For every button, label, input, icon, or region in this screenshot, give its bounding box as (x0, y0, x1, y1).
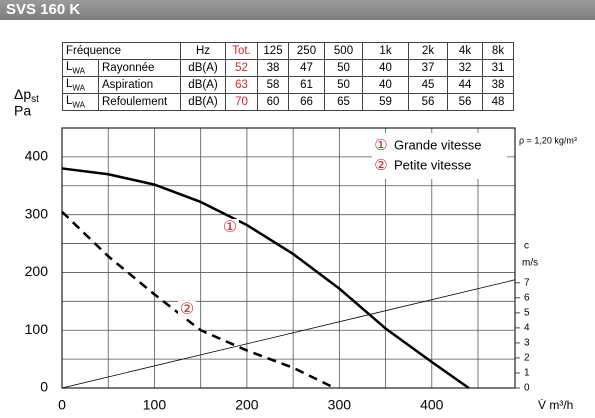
y2-tick-label: 3 (524, 338, 530, 349)
row-label-sub: WA (72, 83, 85, 93)
y2-tick-label: 1 (524, 368, 530, 379)
header-title: SVS 160 K (0, 0, 595, 20)
row-band: 66 (288, 93, 325, 111)
y2-unit: m/s (522, 258, 538, 269)
curve-label-bg (178, 301, 196, 319)
y-tick-label: 300 (25, 205, 49, 221)
row-name: Refoulement (98, 93, 181, 111)
table-row: LWA Aspiration dB(A) 63 58 61 50 40 45 44 38 (62, 76, 514, 94)
row-label: LWA (62, 93, 99, 111)
y-tick-label: 200 (25, 263, 49, 279)
legend-marker: ① (374, 137, 387, 154)
legend-label: Petite vitesse (394, 157, 471, 172)
x-tick-label: 400 (420, 397, 444, 413)
y-label-unit: Pa (14, 103, 31, 119)
y-label-sub: st (31, 94, 39, 105)
row-label-main: L (66, 60, 73, 73)
y2-tick-label: 2 (524, 353, 530, 364)
legend-marker: ② (374, 157, 387, 174)
curve-label: ① (223, 219, 237, 236)
x-tick-label: 0 (58, 397, 66, 413)
y2-tick-label: 0 (524, 383, 530, 394)
sound-table: Fréquence Hz Tot. 125 250 500 1k 2k 4k 8k LWA Rayon… (62, 42, 514, 111)
y-tick-label: 0 (40, 379, 48, 395)
row-total: 70 (225, 93, 258, 111)
x-tick-label: 300 (328, 397, 352, 413)
series-line (61, 167, 470, 390)
plot-frame (61, 127, 516, 389)
table-row: LWA Rayonnée dB(A) 52 38 47 50 40 37 32 31 (62, 59, 514, 77)
row-label-sub: WA (72, 66, 85, 76)
x-label: V̇ m³/h (538, 398, 573, 412)
y-tick-label: 100 (25, 321, 49, 337)
row-band: 59 (362, 93, 409, 111)
row-band: 31 (482, 59, 514, 77)
curve-label-bg (221, 219, 239, 237)
row-label-main: L (66, 77, 73, 90)
legend-label: Grande vitesse (394, 137, 481, 152)
table-row: LWA Refoulement dB(A) 70 60 66 65 59 56 56 48 (62, 93, 514, 111)
row-label-main: L (66, 94, 73, 107)
head-band: 8k (482, 42, 514, 60)
annotation: ρ = 1,20 kg/m³ (519, 135, 577, 145)
y-label-main: Δp (14, 86, 31, 102)
y-label: Δpst (14, 86, 39, 105)
y2-tick-label: 5 (524, 307, 530, 318)
row-total: 63 (225, 76, 258, 94)
y-tick-label: 400 (25, 148, 49, 164)
curve-label: ② (180, 301, 194, 318)
row-label-sub: WA (72, 100, 85, 110)
y2-tick-label: 4 (524, 323, 530, 334)
y2-tick-label: 6 (524, 292, 530, 303)
legend-box (372, 133, 507, 179)
y2-label: c (524, 241, 529, 252)
row-band: 48 (482, 93, 514, 111)
x-tick-label: 100 (143, 397, 167, 413)
row-band: 37 (408, 59, 448, 77)
x-tick-label: 200 (235, 397, 259, 413)
velocity-line (61, 279, 516, 389)
series-line (61, 210, 336, 390)
row-name: Rayonnée (98, 59, 181, 77)
row-unit: dB(A) (180, 93, 226, 111)
row-band: 65 (324, 93, 363, 111)
y2-tick-label: 7 (524, 277, 530, 288)
